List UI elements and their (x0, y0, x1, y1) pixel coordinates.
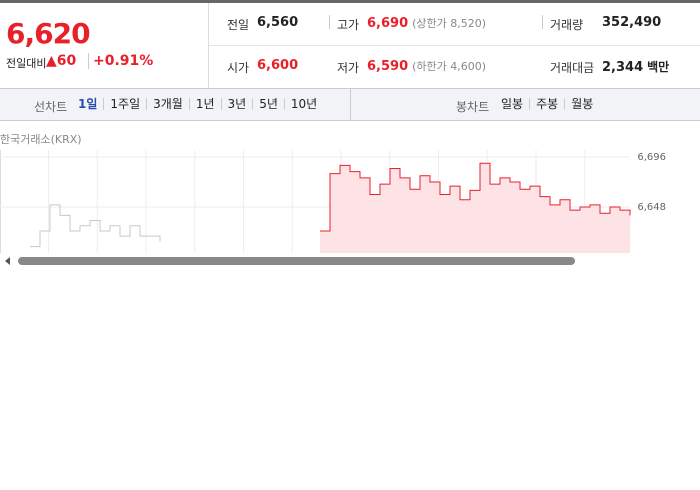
stat-label: 전일 (227, 18, 250, 32)
stat-value: 6,600 (257, 58, 298, 73)
tab[interactable]: 3개월 (146, 98, 189, 110)
scrollbar[interactable] (18, 257, 575, 265)
y-tick-label: 6,648 (637, 202, 666, 213)
stat-unit: 백만 (647, 60, 670, 74)
tab[interactable]: 월봉 (564, 98, 599, 110)
tab[interactable]: 3년 (220, 98, 253, 110)
stat-label: 고가 (337, 18, 360, 32)
stat-value: 6,690 (상한가 8,520) (367, 15, 486, 31)
divider (542, 15, 543, 29)
scroll-left[interactable] (5, 257, 10, 265)
candle-label: 봉차트 (456, 100, 490, 114)
candle-tabs: 일봉 주봉 월봉 (495, 98, 599, 110)
stats: 전일 6,560 고가 6,690 (상한가 8,520) 거래량 352,490 시가 6,6… (209, 3, 700, 88)
top-border (0, 0, 700, 3)
tab-bar: 선차트 1일 1주일 3개월 1년 3년 5년 10년 봉차트 일봉 주봉 월봉 (0, 88, 700, 121)
change-value: 60 (56, 53, 77, 69)
value: 6,560 (257, 15, 299, 30)
divider (350, 89, 351, 120)
price-line (30, 204, 161, 248)
stat-value: 2,344 백만 (602, 58, 669, 75)
stat-note: (하한가 4,600) (412, 60, 487, 73)
line-tabs: 1일 1주일 3개월 1년 3년 5년 10년 (72, 98, 323, 110)
tab[interactable]: 일봉 (501, 97, 524, 111)
divider (329, 15, 330, 29)
area (320, 163, 630, 253)
tab[interactable]: 1일 (78, 97, 98, 111)
price-panel: 6,620 전일대비 ▲60 +0.91% (0, 3, 209, 88)
stat-label: 거래대금 (550, 61, 595, 75)
tab[interactable]: 5년 (252, 98, 284, 110)
value: 6,690 (367, 16, 409, 31)
stat-note: (상한가 8,520) (412, 17, 487, 30)
tab[interactable]: 10년 (283, 98, 323, 110)
source: 한국거래소(KRX) (0, 133, 82, 146)
tab[interactable]: 1년 (188, 98, 221, 110)
chart: 6,696 6,648 (0, 150, 666, 265)
change-rate: +0.91% (88, 53, 153, 69)
y-tick-label: 6,696 (637, 152, 666, 163)
value: 6,600 (257, 58, 299, 73)
stat-label: 시가 (227, 61, 250, 75)
change-label: 전일대비 (6, 57, 47, 70)
value: 6,590 (367, 59, 409, 74)
line-label: 선차트 (34, 100, 68, 114)
tab[interactable]: 1주일 (103, 98, 146, 110)
stat-label: 거래량 (550, 18, 584, 32)
stat-label: 저가 (337, 61, 360, 75)
stat-value: 6,560 (257, 15, 298, 30)
value: 352,490 (602, 15, 662, 30)
divider (209, 45, 700, 46)
stat-value: 352,490 (602, 15, 661, 30)
tab[interactable]: 주봉 (529, 98, 564, 110)
current-price: 6,620 (6, 17, 91, 50)
stat-value: 6,590 (하한가 4,600) (367, 58, 486, 74)
change: ▲60 (46, 53, 77, 69)
price-line (320, 162, 631, 232)
value: 2,344 (602, 60, 644, 75)
